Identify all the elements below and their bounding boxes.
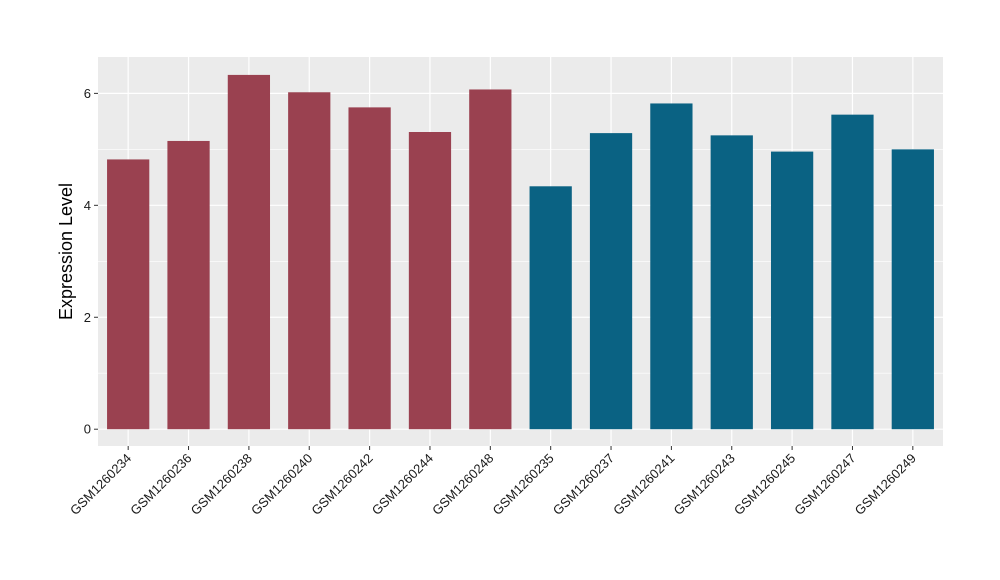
x-tick-label: GSM1260245 [731, 451, 798, 518]
x-tick-label: GSM1260244 [369, 451, 436, 518]
y-tick-label: 0 [84, 422, 91, 437]
x-tick-label: GSM1260240 [248, 451, 315, 518]
bar-gsm1260235 [529, 186, 572, 430]
y-tick-label: 6 [84, 86, 91, 101]
bar-gsm1260244 [408, 132, 452, 430]
x-tick-label: GSM1260248 [429, 451, 496, 518]
bar-gsm1260247 [831, 114, 874, 430]
plot-panel [98, 57, 943, 446]
x-tick-label: GSM1260247 [791, 451, 858, 518]
bar-gsm1260241 [650, 103, 693, 430]
bar-gsm1260236 [167, 140, 210, 430]
x-tick-label: GSM1260237 [550, 451, 617, 518]
x-tick-label: GSM1260243 [671, 451, 738, 518]
x-axis: GSM1260234GSM1260236GSM1260238GSM1260240… [67, 446, 919, 518]
x-tick-label: GSM1260238 [188, 451, 255, 518]
bar-gsm1260234 [107, 159, 150, 430]
y-tick-label: 2 [84, 310, 91, 325]
bar-gsm1260245 [770, 151, 814, 430]
bar-gsm1260240 [288, 92, 331, 430]
y-axis-title: Expression Level [56, 183, 76, 320]
x-tick-label: GSM1260236 [127, 451, 194, 518]
bars-group [107, 74, 934, 430]
x-tick-label: GSM1260234 [67, 451, 134, 518]
bar-gsm1260243 [710, 135, 753, 430]
x-tick-label: GSM1260241 [610, 451, 677, 518]
bar-gsm1260242 [348, 107, 391, 430]
x-tick-label: GSM1260249 [852, 451, 919, 518]
y-tick-label: 4 [84, 198, 91, 213]
bar-gsm1260238 [227, 74, 271, 430]
bar-gsm1260237 [589, 133, 633, 430]
bar-gsm1260248 [469, 89, 512, 430]
x-tick-label: GSM1260242 [308, 451, 375, 518]
x-tick-label: GSM1260235 [489, 451, 556, 518]
bar-gsm1260249 [891, 149, 934, 430]
y-axis: 0 2 4 6 [84, 86, 98, 437]
